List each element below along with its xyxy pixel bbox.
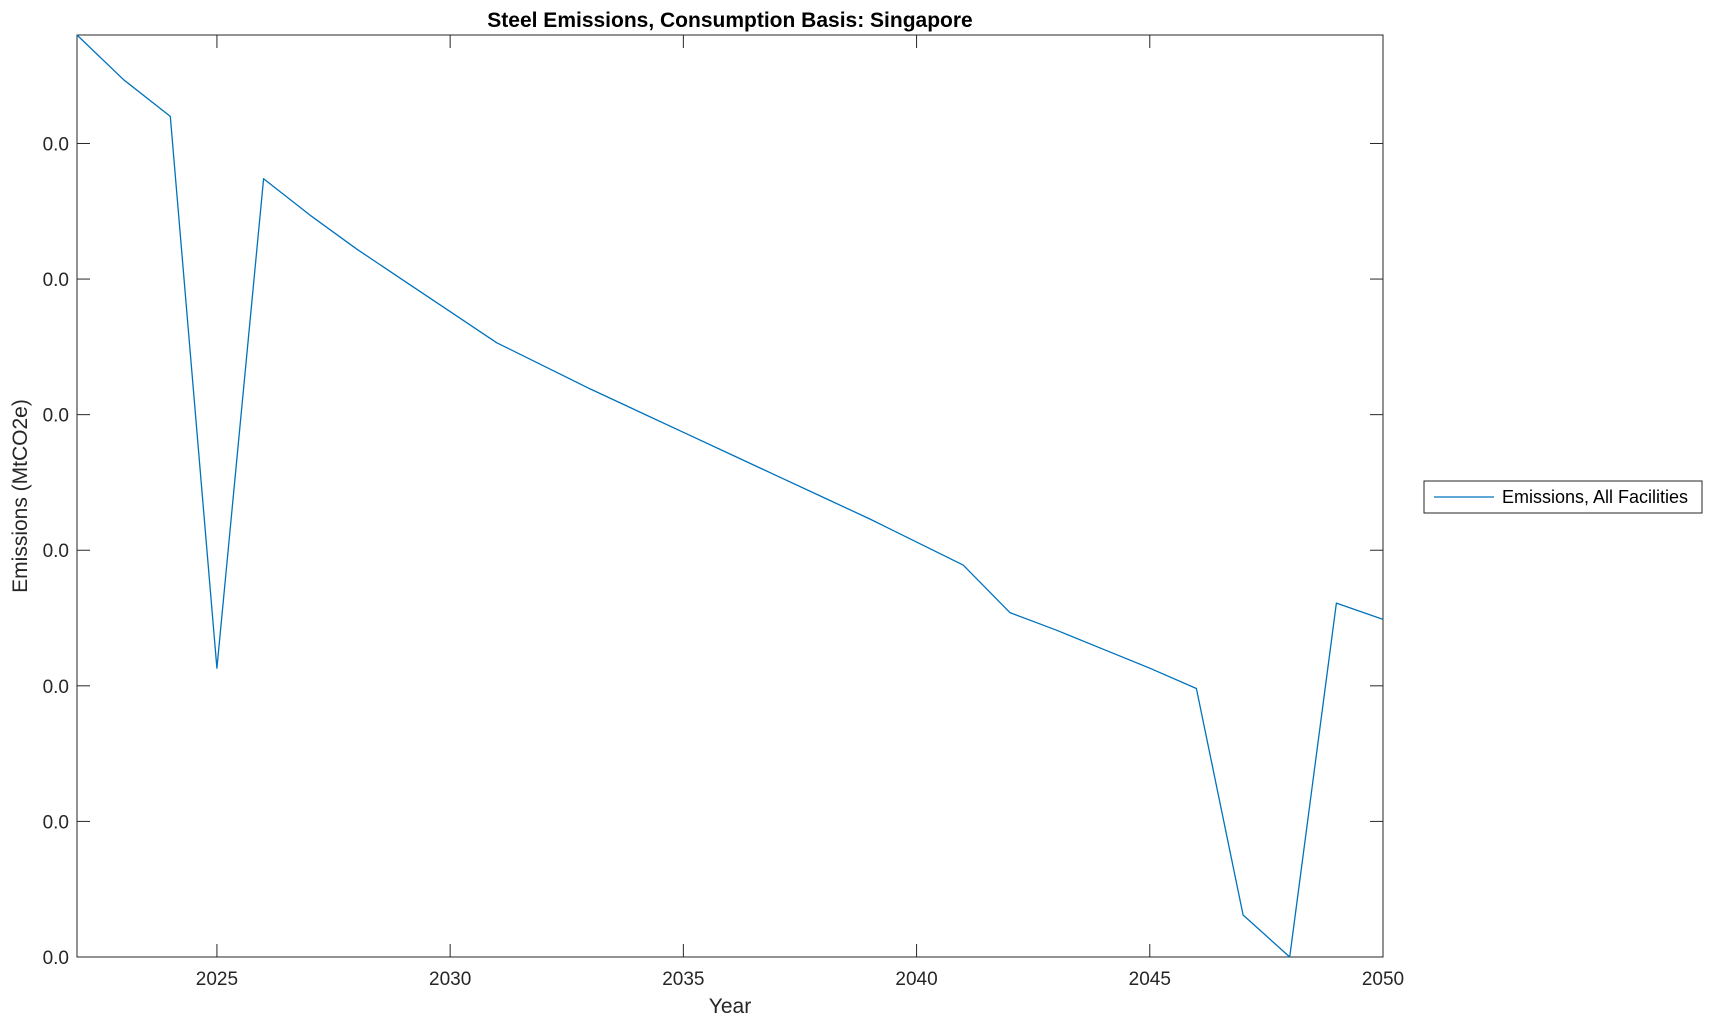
chart-title: Steel Emissions, Consumption Basis: Sing… — [487, 9, 972, 32]
y-tick-label: 0.0 — [43, 134, 69, 155]
plot-frame — [76, 34, 1384, 958]
x-axis-label: Year — [709, 995, 751, 1018]
x-tick-label: 2025 — [196, 969, 238, 990]
y-tick-label: 0.0 — [43, 541, 69, 562]
y-axis-label: Emissions (MtCO2e) — [9, 399, 32, 593]
y-tick-label: 0.0 — [43, 948, 69, 969]
x-tick-label: 2035 — [662, 969, 704, 990]
x-tick-label: 2040 — [895, 969, 937, 990]
y-tick-label: 0.0 — [43, 270, 69, 291]
series-layer — [76, 34, 1384, 958]
legend: Emissions, All Facilities — [1423, 480, 1703, 514]
y-tick-label: 0.0 — [43, 677, 69, 698]
y-axis-ticks: 0.0 0.0 0.0 0.0 0.0 0.0 0.0 — [43, 134, 1383, 969]
plot-area: 0.00.00.00.00.00.00.0 2025 2030 2035 2040 20… — [43, 34, 1404, 990]
x-tick-label: 2045 — [1129, 969, 1171, 990]
y-tick-label: 0.0 — [43, 406, 69, 427]
x-tick-label: 2050 — [1362, 969, 1404, 990]
y-tick-label: 0.0 — [43, 812, 69, 833]
series-line-emissions — [76, 34, 1384, 958]
x-tick-label: 2030 — [429, 969, 471, 990]
legend-label-emissions: Emissions, All Facilities — [1502, 487, 1688, 507]
x-axis-ticks: 2025 2030 2035 2040 2045 2050 — [196, 35, 1404, 990]
